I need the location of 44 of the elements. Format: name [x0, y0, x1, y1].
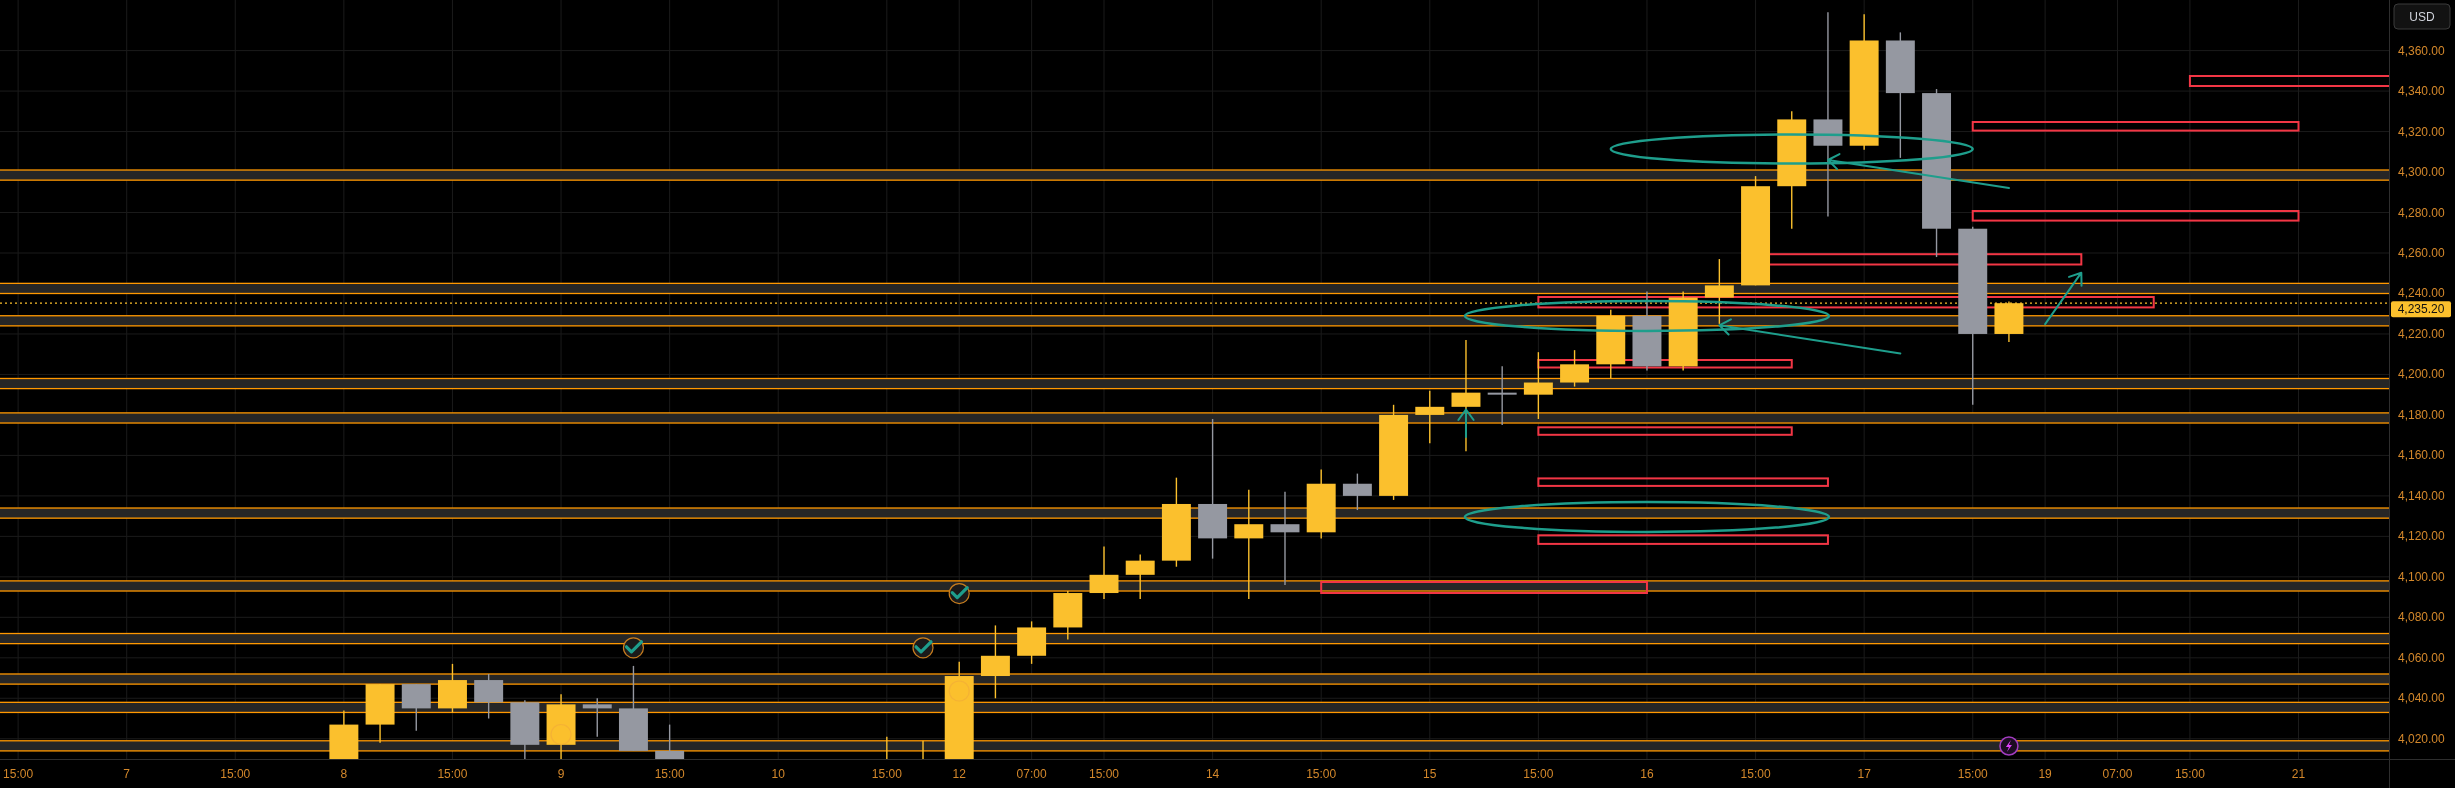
x-tick-label: 15:00	[1740, 767, 1771, 781]
x-tick-label: 15:00	[1957, 767, 1989, 781]
x-tick-label: 15:00	[3, 767, 34, 781]
x-tick-label: 10	[771, 767, 786, 781]
y-tick-label: 4,180.00	[2398, 407, 2446, 422]
x-tick-label: 07:00	[2102, 767, 2133, 781]
y-axis-title: USD	[2409, 9, 2435, 24]
x-tick-label: 15:00	[220, 767, 251, 781]
y-tick-label: 4,100.00	[2398, 569, 2446, 584]
x-tick-label: 15:00	[1523, 767, 1554, 781]
y-tick-label: 4,120.00	[2398, 529, 2446, 544]
y-tick-label: 4,160.00	[2398, 448, 2446, 463]
y-tick-label: 4,240.00	[2398, 286, 2446, 301]
x-tick-label: 07:00	[1016, 767, 1047, 781]
y-tick-label: 4,080.00	[2398, 610, 2446, 625]
x-tick-label: 15:00	[654, 767, 685, 781]
y-tick-label: 4,140.00	[2398, 488, 2446, 503]
y-tick-label: 4,300.00	[2398, 165, 2446, 180]
x-tick-label: 15	[1423, 767, 1437, 781]
x-tick-label: 12	[952, 767, 967, 781]
y-tick-label: 4,040.00	[2398, 691, 2446, 706]
x-tick-label: 15:00	[1306, 767, 1337, 781]
y-tick-label: 4,220.00	[2398, 326, 2446, 341]
x-tick-label: 15:00	[871, 767, 903, 781]
x-tick-label: 16	[1640, 767, 1654, 781]
x-tick-label: 8	[340, 767, 348, 781]
y-tick-label: 4,200.00	[2398, 367, 2446, 382]
y-tick-label: 4,260.00	[2398, 246, 2446, 260]
x-tick-label: 15:00	[437, 767, 468, 781]
y-tick-label: 4,340.00	[2398, 84, 2446, 99]
y-tick-label: 4,060.00	[2398, 650, 2446, 665]
x-tick-label: 21	[2291, 767, 2306, 781]
x-tick-label: 14	[1205, 767, 1220, 781]
y-tick-label: 4,320.00	[2398, 124, 2446, 139]
x-tick-label: 15:00	[1088, 767, 1120, 781]
x-tick-label: 9	[557, 767, 565, 781]
y-tick-label: 4,280.00	[2398, 205, 2446, 220]
y-tick-label: 4,360.00	[2398, 43, 2446, 58]
x-tick-label: 17	[1857, 767, 1872, 781]
ref-line-label: 4,235.20	[2397, 302, 2445, 317]
y-tick-label: 4,020.00	[2398, 731, 2446, 746]
x-tick-label: 15:00	[2174, 767, 2206, 781]
x-tick-label: 7	[123, 767, 131, 781]
x-tick-label: 19	[2038, 767, 2053, 781]
